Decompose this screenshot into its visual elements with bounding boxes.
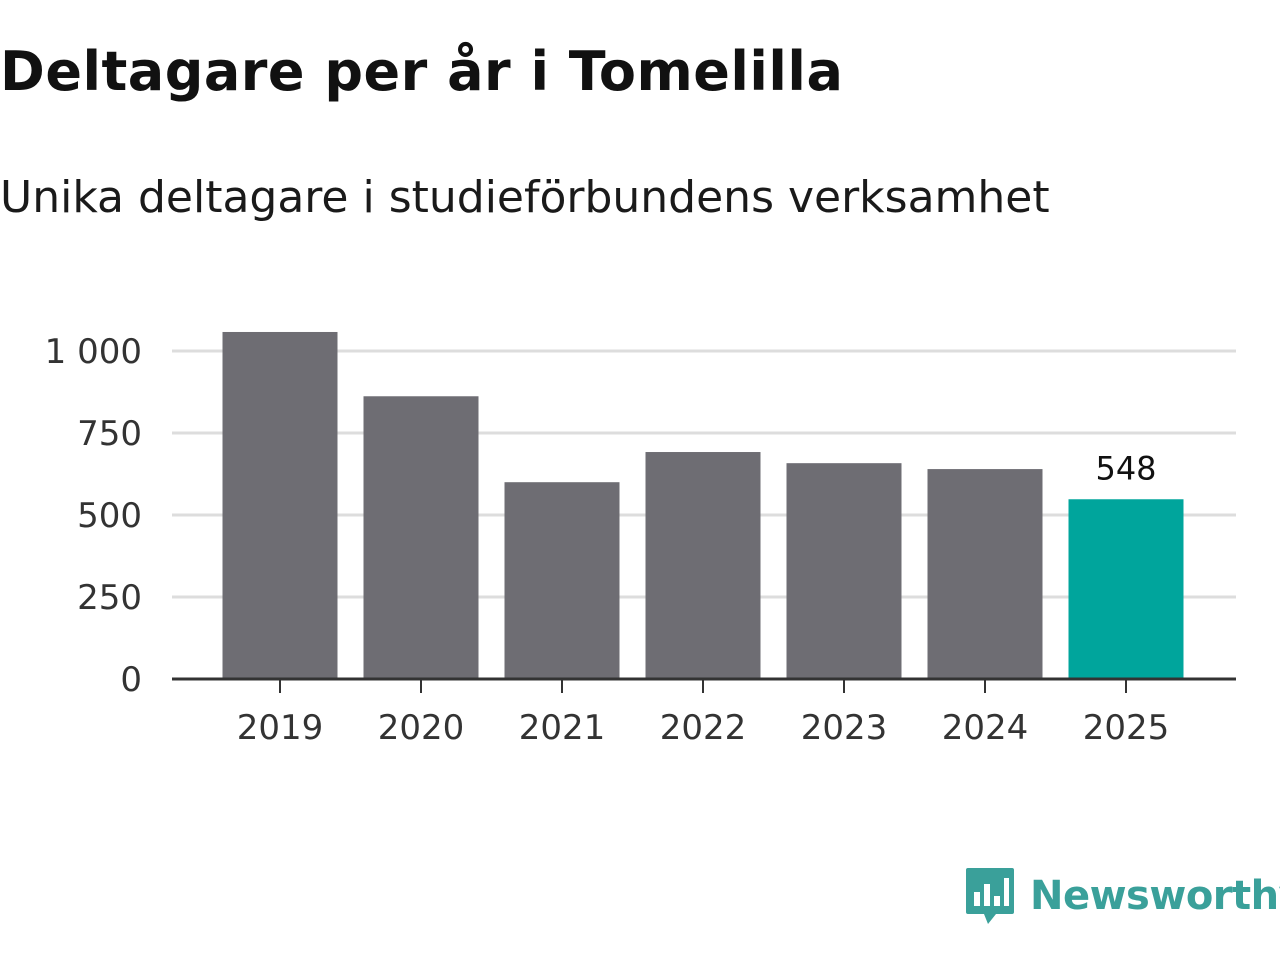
x-tick-label: 2021 bbox=[519, 708, 606, 748]
x-tick-label: 2024 bbox=[942, 708, 1029, 748]
bar bbox=[645, 452, 761, 679]
newsworthy-logo-icon bbox=[966, 868, 1014, 924]
labels: 0 250 500 750 1 000 2019 2020 2021 2022 2023 2024 2… bbox=[45, 332, 1170, 748]
data-label: 548 bbox=[1095, 449, 1156, 487]
bar bbox=[222, 331, 338, 679]
x-tick-label: 2023 bbox=[801, 708, 888, 748]
x-tick-label: 2022 bbox=[660, 708, 747, 748]
bar-highlight bbox=[1068, 499, 1184, 679]
y-tick-label: 0 bbox=[120, 660, 142, 700]
y-tick-label: 500 bbox=[77, 496, 142, 536]
bar bbox=[927, 469, 1043, 679]
chart-subtitle: Unika deltagare i studieförbundens verks… bbox=[0, 172, 1050, 223]
x-tick-label: 2025 bbox=[1083, 708, 1170, 748]
x-tick-label: 2020 bbox=[378, 708, 465, 748]
bar bbox=[786, 463, 902, 679]
bar bbox=[363, 396, 479, 679]
y-tick-label: 250 bbox=[77, 578, 142, 618]
brand-name: Newsworthy bbox=[1030, 873, 1280, 919]
y-tick-label: 1 000 bbox=[45, 332, 142, 372]
y-tick-label: 750 bbox=[77, 414, 142, 454]
x-tick-label: 2019 bbox=[237, 708, 324, 748]
chart-title: Deltagare per år i Tomelilla bbox=[0, 40, 844, 103]
bar bbox=[504, 482, 620, 679]
bars bbox=[222, 331, 1184, 679]
brand-logo: Newsworthy bbox=[964, 864, 1280, 928]
axes bbox=[172, 677, 1236, 693]
